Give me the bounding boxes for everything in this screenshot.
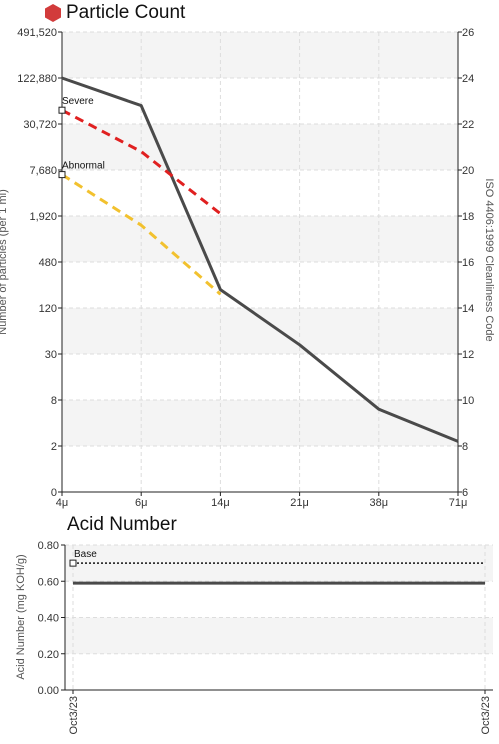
an-x-tick-label: Oct3/23 xyxy=(68,696,80,735)
y-tick-label: 0 xyxy=(51,487,57,499)
x-tick-label: 21μ xyxy=(290,497,309,509)
an-y-tick-label: 0.20 xyxy=(38,649,59,661)
y2-tick-label: 22 xyxy=(462,119,474,131)
y-tick-label: 30,720 xyxy=(23,119,57,131)
an-y-axis-label: Acid Number (mg KOH/g) xyxy=(15,554,27,679)
grid-band xyxy=(62,308,458,354)
y-tick-label: 30 xyxy=(45,349,57,361)
y-tick-label: 491,520 xyxy=(17,27,57,39)
grid-band xyxy=(65,617,493,654)
y2-tick-label: 18 xyxy=(462,211,474,223)
y-tick-label: 122,880 xyxy=(17,73,57,85)
an-y-tick-label: 0.00 xyxy=(38,685,59,697)
base-marker xyxy=(69,559,77,567)
y2-tick-label: 20 xyxy=(462,165,474,177)
an-y-tick-label: 0.40 xyxy=(38,613,59,625)
hexagon-icon xyxy=(45,4,61,22)
y2-tick-label: 12 xyxy=(462,349,474,361)
particle-count-line xyxy=(61,76,459,443)
x-tick-label: 6μ xyxy=(135,497,147,509)
grid-band xyxy=(62,32,458,78)
y-tick-label: 8 xyxy=(51,395,57,407)
grid-band xyxy=(62,124,458,170)
x-tick-label: 38μ xyxy=(370,497,389,509)
severe-label: Severe xyxy=(62,96,94,107)
severe-line xyxy=(61,108,222,215)
y2-axis-label: ISO 4406:1999 Cleanliness Code xyxy=(483,178,495,341)
y2-tick-label: 26 xyxy=(462,27,474,39)
y2-tick-label: 14 xyxy=(462,303,474,315)
an-x-tick-label: Oct3/23 xyxy=(480,696,492,735)
acid-number-title: Acid Number xyxy=(67,514,177,535)
y-tick-label: 1,920 xyxy=(29,211,57,223)
y-tick-label: 2 xyxy=(51,441,57,453)
abnormal-line xyxy=(61,173,222,296)
y-tick-label: 120 xyxy=(39,303,57,315)
an-y-tick-label: 0.60 xyxy=(38,576,59,588)
y-tick-label: 480 xyxy=(39,257,57,269)
y-axis-label: Number of particles (per 1 ml) xyxy=(0,189,9,335)
acid-number-chart: Acid Number 0.00 0.20 0.40 0.60 0.80 Oct3/23… xyxy=(15,514,493,735)
base-label: Base xyxy=(74,549,97,560)
an-y-tick-label: 0.80 xyxy=(38,540,59,552)
grid-band xyxy=(62,400,458,446)
severe-marker xyxy=(58,106,66,114)
abnormal-marker xyxy=(58,171,66,179)
x-tick-label: 4μ xyxy=(56,497,68,509)
grid-band xyxy=(62,216,458,262)
y2-tick-label: 10 xyxy=(462,395,474,407)
y2-tick-label: 24 xyxy=(462,73,474,85)
y-tick-label: 7,680 xyxy=(29,165,57,177)
y2-tick-label: 8 xyxy=(462,441,468,453)
particle-count-chart: Particle Count 0 2 8 30 120 480 1,920 7,680 30,7… xyxy=(0,2,495,509)
x-tick-label: 71μ xyxy=(449,497,468,509)
x-tick-label: 14μ xyxy=(211,497,230,509)
y2-tick-label: 6 xyxy=(462,487,468,499)
abnormal-label: Abnormal xyxy=(62,161,105,172)
y2-tick-label: 16 xyxy=(462,257,474,269)
particle-count-title: Particle Count xyxy=(66,2,186,23)
